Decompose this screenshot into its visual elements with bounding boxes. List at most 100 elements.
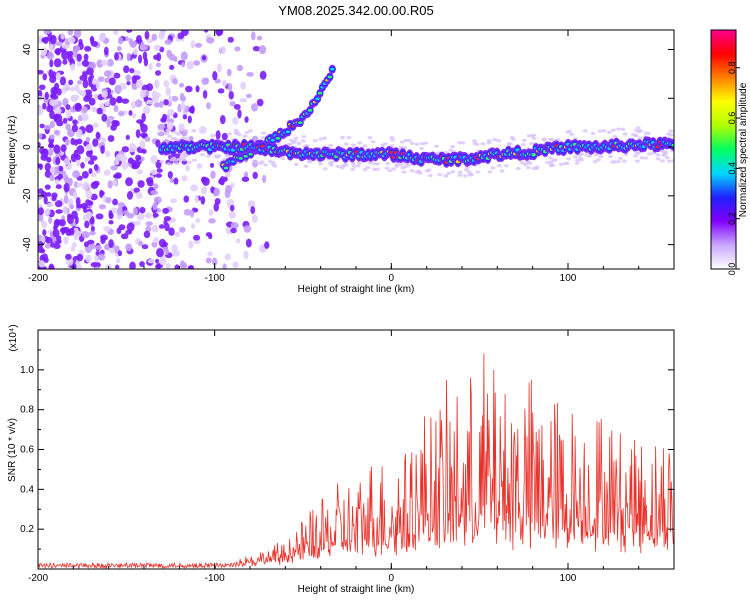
spectrogram-y-tick-label: -40: [22, 237, 33, 252]
noise-cell: [236, 64, 244, 72]
halo-cell: [280, 156, 286, 161]
noise-cell: [159, 46, 165, 53]
noise-cell: [113, 120, 120, 127]
noise-cell: [126, 52, 131, 62]
noise-cell: [219, 115, 226, 125]
spectrogram-y-tick-label: 40: [22, 44, 33, 56]
noise-cell: [147, 258, 155, 264]
halo-cell: [472, 141, 478, 146]
halo-cell: [318, 137, 324, 141]
noise-cell: [42, 73, 48, 81]
halo-cell: [443, 174, 449, 178]
noise-cell: [143, 230, 151, 239]
noise-cell: [76, 145, 85, 155]
halo-cell: [582, 129, 588, 133]
noise-cell: [179, 226, 186, 233]
noise-cell: [114, 84, 122, 95]
noise-cell: [90, 172, 97, 178]
halo-cell: [391, 167, 397, 171]
noise-cell: [187, 115, 192, 124]
halo-cell: [296, 141, 302, 145]
noise-cell: [58, 114, 63, 122]
noise-cell: [233, 104, 241, 110]
halo-cell: [547, 156, 553, 160]
noise-cell: [74, 230, 82, 238]
spectrogram-heatmap: [38, 30, 674, 269]
halo-cell: [529, 141, 535, 146]
noise-cell: [41, 253, 49, 261]
halo-cell: [303, 164, 309, 168]
halo-cell: [300, 139, 306, 143]
noise-cell: [126, 191, 133, 200]
snr-y-tick-label: 1.0: [20, 365, 34, 376]
noise-cell: [65, 104, 71, 111]
noise-cell: [46, 156, 52, 163]
noise-cell: [169, 64, 175, 70]
halo-cell: [385, 161, 391, 166]
noise-cell: [227, 36, 234, 43]
noise-cell: [62, 97, 69, 107]
noise-cell: [154, 79, 160, 89]
noise-cell: [70, 137, 76, 146]
noise-cell: [87, 160, 95, 165]
noise-cell: [141, 244, 149, 250]
noise-cell: [191, 223, 196, 230]
halo-cell: [522, 162, 528, 167]
halo-cell: [293, 136, 299, 140]
halo-cell: [394, 164, 400, 168]
noise-cell: [53, 243, 61, 250]
colorbar: 0.0 0.2 0.4 0.6 0.8 Normalized spectral ampl…: [710, 29, 749, 275]
noise-cell: [88, 97, 96, 106]
noise-cell: [90, 193, 98, 201]
halo-cell: [471, 139, 477, 143]
noise-cell: [243, 250, 249, 260]
noise-cell: [155, 258, 160, 264]
halo-cell: [531, 166, 537, 171]
halo-cell: [486, 141, 492, 145]
noise-cell: [101, 137, 107, 143]
noise-cell: [38, 207, 44, 216]
noise-cell: [157, 123, 166, 130]
noise-cell: [44, 91, 49, 100]
noise-cell: [155, 263, 162, 269]
noise-cell: [208, 218, 216, 224]
noise-cell: [69, 204, 75, 210]
noise-cell: [243, 225, 252, 233]
noise-cell: [225, 171, 231, 178]
noise-cell: [200, 195, 206, 205]
noise-cell: [174, 231, 181, 238]
noise-cell: [92, 138, 99, 147]
halo-cell: [387, 169, 393, 173]
noise-cell: [118, 110, 125, 117]
noise-cell: [44, 184, 51, 190]
noise-cell: [101, 113, 108, 122]
noise-cell: [258, 45, 267, 55]
noise-cell: [53, 144, 61, 154]
noise-cell: [219, 46, 227, 55]
noise-cell: [152, 202, 158, 211]
noise-cell: [215, 130, 221, 140]
noise-cell: [201, 186, 208, 195]
noise-cell: [88, 167, 93, 175]
halo-cell: [261, 131, 267, 135]
noise-cell: [259, 70, 267, 80]
halo-cell: [174, 161, 180, 165]
noise-cell: [225, 184, 233, 194]
halo-cell: [621, 159, 627, 163]
noise-cell: [141, 148, 147, 154]
noise-cell: [125, 177, 133, 187]
noise-cell: [104, 243, 110, 251]
noise-cell: [73, 30, 82, 38]
noise-cell: [83, 53, 89, 61]
snr-series-line: [37, 353, 674, 570]
noise-cell: [126, 30, 133, 33]
noise-cell: [129, 261, 136, 269]
halo-cell: [227, 132, 233, 136]
halo-cell: [183, 129, 189, 133]
noise-cell: [134, 220, 141, 226]
noise-cell: [195, 85, 200, 93]
halo-cell: [659, 149, 665, 153]
noise-cell: [167, 108, 175, 117]
noise-cell: [38, 141, 41, 148]
halo-cell: [460, 141, 466, 145]
